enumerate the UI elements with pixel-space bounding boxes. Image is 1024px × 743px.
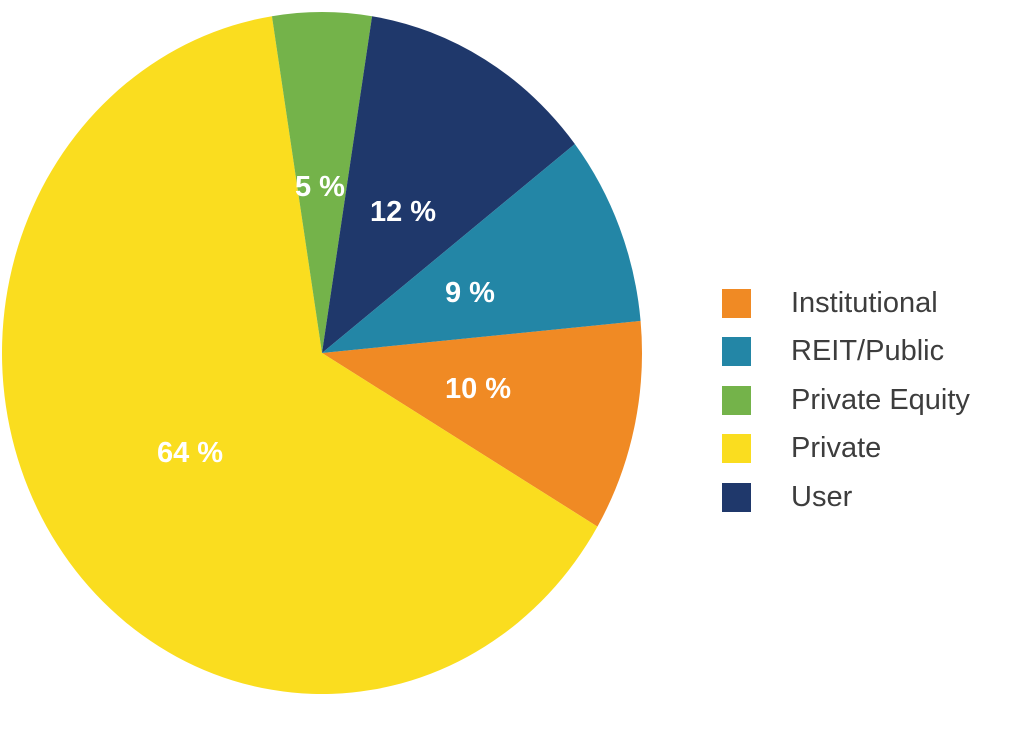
pie-slice-private-equity: [271, 11, 373, 353]
legend-label: Private: [791, 432, 882, 465]
pie-slice-user: [322, 16, 575, 354]
legend-swatch: [722, 385, 751, 415]
legend-label: Private Equity: [791, 383, 970, 416]
legend-swatch: [722, 434, 751, 464]
legend-item: Private: [722, 425, 970, 474]
legend-item: Private Equity: [722, 376, 970, 425]
data-label-private-equity: 5 %: [295, 171, 345, 203]
legend-item: REIT/Public: [722, 328, 970, 377]
legend-swatch: [722, 337, 751, 367]
legend-item: User: [722, 473, 970, 522]
data-label-institutional: 10 %: [445, 373, 511, 405]
legend-swatch: [722, 482, 751, 512]
legend-item: Institutional: [722, 279, 970, 328]
pie-slice-institutional: [322, 320, 642, 527]
legend-label: Institutional: [791, 286, 938, 319]
pie-slice-private: [1, 16, 598, 694]
legend-label: User: [791, 480, 853, 513]
data-label-private: 64 %: [157, 437, 223, 469]
legend: Institutional REIT/Public Private Equity Pr…: [722, 279, 970, 522]
legend-label: REIT/Public: [791, 335, 945, 368]
data-label-reit-public: 9 %: [445, 277, 495, 309]
legend-swatch: [722, 288, 751, 318]
data-label-user: 12 %: [370, 196, 436, 228]
pie-slice-reit-public: [322, 143, 641, 353]
